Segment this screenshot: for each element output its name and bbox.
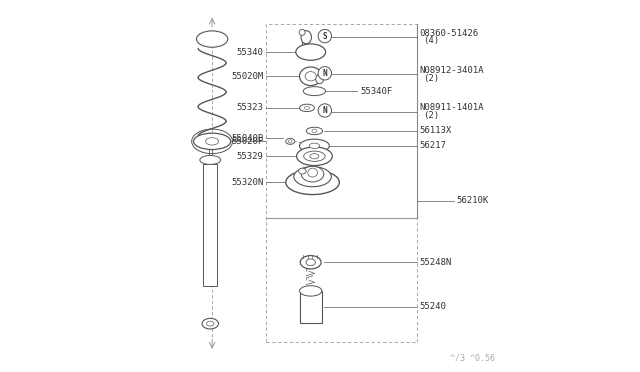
Ellipse shape (310, 154, 319, 159)
Ellipse shape (300, 139, 330, 153)
Text: 55340: 55340 (237, 48, 264, 57)
Text: 56217: 56217 (420, 141, 447, 150)
Ellipse shape (286, 170, 339, 195)
Text: (4): (4) (424, 36, 440, 45)
Ellipse shape (305, 106, 310, 109)
Ellipse shape (303, 87, 326, 96)
Ellipse shape (309, 143, 319, 148)
Text: 08360-51426: 08360-51426 (420, 29, 479, 38)
Text: N08912-3401A: N08912-3401A (420, 66, 484, 75)
Ellipse shape (200, 155, 221, 164)
Ellipse shape (308, 168, 317, 177)
Text: 55040B: 55040B (231, 134, 264, 143)
Ellipse shape (207, 321, 214, 326)
Ellipse shape (306, 127, 323, 135)
Ellipse shape (196, 31, 228, 47)
Ellipse shape (296, 147, 332, 166)
Circle shape (318, 29, 332, 43)
Ellipse shape (300, 104, 314, 112)
Text: 55248N: 55248N (420, 258, 452, 267)
Ellipse shape (300, 256, 321, 269)
Text: 55323: 55323 (237, 103, 264, 112)
Bar (300, 291, 322, 323)
Text: 55340F: 55340F (360, 87, 392, 96)
Ellipse shape (299, 29, 305, 35)
Text: 55240: 55240 (420, 302, 447, 311)
Text: (2): (2) (424, 74, 440, 83)
Ellipse shape (205, 138, 219, 145)
Bar (203, 164, 218, 286)
Text: 55020F: 55020F (231, 137, 264, 146)
Ellipse shape (202, 318, 218, 329)
Text: 55320N: 55320N (231, 178, 264, 187)
Text: 55020M: 55020M (231, 72, 264, 81)
Ellipse shape (300, 67, 322, 86)
Ellipse shape (296, 44, 326, 60)
Text: 55329: 55329 (237, 152, 264, 161)
Ellipse shape (312, 129, 317, 133)
Bar (209, 145, 212, 164)
Text: 56210K: 56210K (457, 196, 489, 205)
Text: N: N (323, 106, 327, 115)
Ellipse shape (286, 138, 294, 144)
Text: (2): (2) (424, 111, 440, 120)
Ellipse shape (301, 166, 324, 182)
Ellipse shape (316, 74, 324, 84)
Text: ^/3 ^0.56: ^/3 ^0.56 (450, 354, 495, 363)
Ellipse shape (289, 140, 292, 143)
Ellipse shape (300, 286, 322, 296)
Ellipse shape (294, 167, 332, 187)
Ellipse shape (193, 133, 231, 150)
Ellipse shape (301, 31, 312, 44)
Text: N08911-1401A: N08911-1401A (420, 103, 484, 112)
Text: 56113X: 56113X (420, 126, 452, 135)
Text: N: N (323, 69, 327, 78)
Ellipse shape (299, 168, 306, 174)
Ellipse shape (304, 151, 325, 161)
Ellipse shape (306, 259, 316, 266)
Ellipse shape (305, 71, 316, 81)
Text: S: S (323, 32, 327, 41)
Circle shape (318, 104, 332, 117)
Circle shape (318, 67, 332, 80)
